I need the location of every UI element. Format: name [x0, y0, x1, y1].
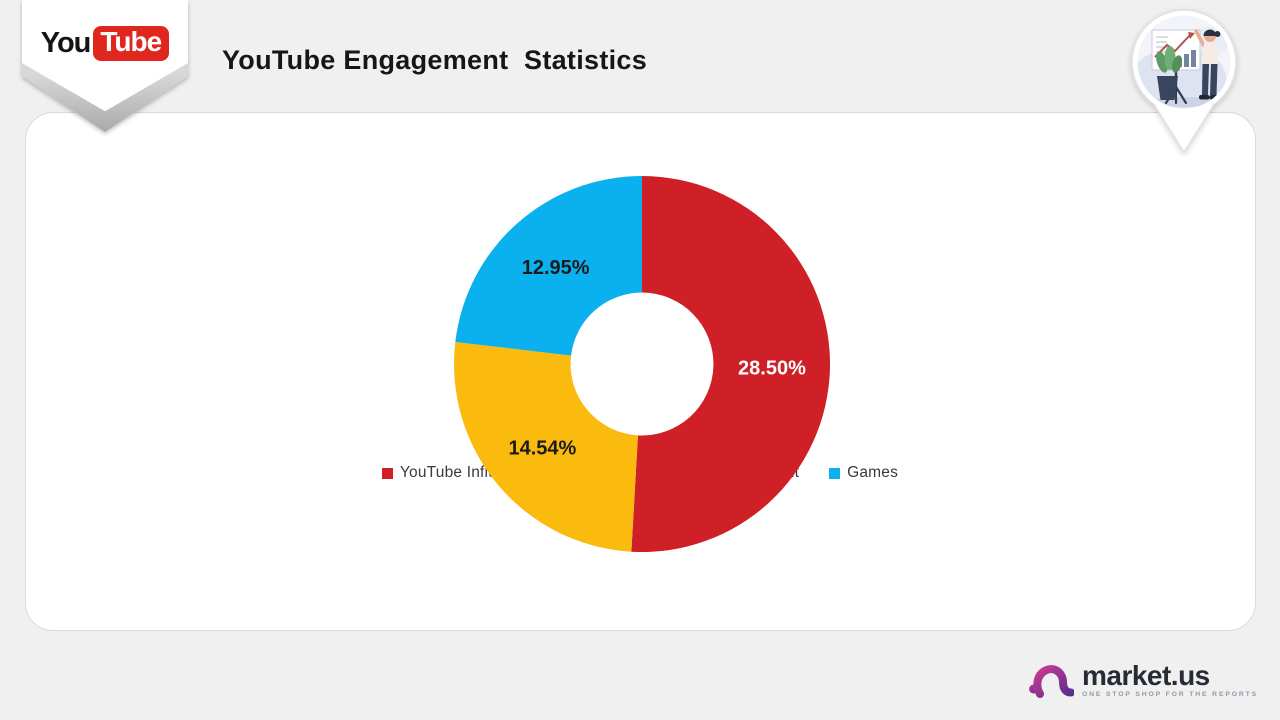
- legend-swatch-icon: [829, 467, 841, 479]
- slice-value-label-2: 14.54%: [509, 438, 577, 460]
- marketus-brand-text: market.us: [1081, 659, 1210, 691]
- presentation-illustration-icon: [1131, 9, 1237, 154]
- youtube-badge: You Tube: [22, 0, 188, 134]
- slice-value-label-1: 28.50%: [738, 358, 806, 380]
- legend-label: Games: [847, 464, 899, 481]
- youtube-logo-tube-text: Tube: [93, 26, 170, 61]
- legend-item-3: Games: [829, 464, 898, 482]
- donut-slice-3: [455, 176, 642, 356]
- page-title: YouTube Engagement Statistics: [222, 45, 648, 75]
- donut-chart: 28.50% 14.54% 12.95%: [454, 176, 831, 552]
- legend-swatch-icon: [381, 467, 393, 479]
- slice-value-label-3: 12.95%: [522, 257, 590, 279]
- marketus-logo: market.us ONE STOP SHOP FOR THE REPORTS: [1028, 658, 1258, 702]
- marketus-tagline: ONE STOP SHOP FOR THE REPORTS: [1081, 690, 1258, 698]
- donut-slice-2: [454, 341, 638, 552]
- youtube-logo: You Tube: [22, 26, 188, 61]
- donut-slice-1: [631, 176, 831, 552]
- youtube-logo-you-text: You: [40, 27, 92, 59]
- marketus-mark-icon: [1028, 663, 1074, 698]
